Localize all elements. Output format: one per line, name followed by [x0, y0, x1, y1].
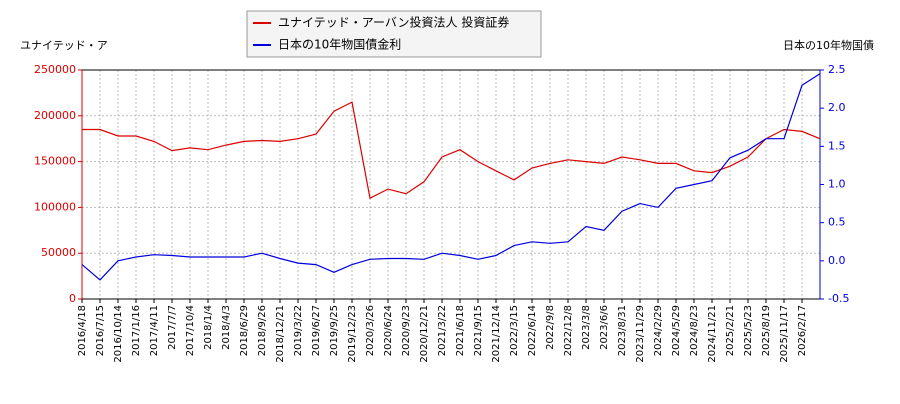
y2-tick-label: 2.5: [828, 63, 846, 76]
x-tick-label: 2018/9/26: [257, 305, 268, 356]
x-tick-label: 2019/3/22: [293, 305, 304, 356]
x-tick-label: 2019/6/27: [311, 305, 322, 356]
y2-axis-label: 日本の10年物国債: [783, 38, 874, 52]
x-tick-label: 2018/12/21: [275, 305, 286, 363]
y-tick-label: 0: [69, 292, 76, 305]
y-tick-label: 100000: [34, 200, 76, 213]
x-tick-label: 2020/12/21: [419, 305, 430, 363]
x-tick-label: 2020/6/24: [383, 305, 394, 356]
x-tick-label: 2022/12/8: [563, 305, 574, 356]
x-tick-label: 2021/9/15: [473, 305, 484, 356]
y-tick-label: 50000: [41, 246, 76, 259]
x-tick-label: 2018/6/29: [239, 305, 250, 356]
y-axis-label: ユナイテッド・ア: [20, 39, 108, 52]
x-tick-label: 2025/5/23: [743, 305, 754, 356]
x-tick-label: 2022/6/14: [527, 305, 538, 356]
y2-tick-label: 0.0: [828, 254, 846, 267]
x-tick-label: 2023/6/6: [599, 305, 610, 350]
y2-tick-label: 1.0: [828, 178, 846, 191]
y-tick-label: 150000: [34, 155, 76, 168]
y2-tick-label: 2.0: [828, 101, 846, 114]
x-tick-label: 2016/4/18: [77, 305, 88, 356]
y2-tick-label: 0.5: [828, 216, 846, 229]
legend-label: 日本の10年物国債金利: [278, 37, 401, 52]
x-tick-label: 2026/2/17: [797, 305, 808, 356]
y-tick-label: 200000: [34, 109, 76, 122]
x-tick-label: 2017/7/7: [167, 305, 178, 350]
x-tick-label: 2025/11/17: [779, 305, 790, 363]
legend: [246, 10, 542, 58]
x-tick-label: 2024/8/23: [689, 305, 700, 356]
x-tick-label: 2025/2/21: [725, 305, 736, 356]
x-tick-label: 2021/12/14: [491, 305, 502, 363]
x-tick-label: 2017/10/4: [185, 305, 196, 356]
x-tick-label: 2019/12/23: [347, 305, 358, 363]
plot-area: [82, 70, 820, 299]
x-tick-label: 2019/9/25: [329, 305, 340, 356]
x-tick-label: 2023/11/29: [635, 305, 646, 363]
x-tick-label: 2020/3/26: [365, 305, 376, 356]
legend-label: ユナイテッド・アーバン投資法人 投資証券: [278, 15, 509, 30]
data-line: [81, 73, 821, 281]
x-tick-label: 2018/4/3: [221, 305, 232, 350]
x-tick-label: 2022/9/8: [545, 305, 556, 350]
x-tick-label: 2022/3/15: [509, 305, 520, 356]
x-tick-label: 2021/6/18: [455, 305, 466, 356]
legend-box: [246, 10, 542, 58]
x-tick-label: 2021/3/22: [437, 305, 448, 356]
x-tick-label: 2024/2/29: [653, 305, 664, 356]
y2-tick-label: 1.5: [828, 139, 846, 152]
y-tick-label: 250000: [34, 63, 76, 76]
x-tick-label: 2023/3/8: [581, 305, 592, 350]
x-tick-label: 2016/7/15: [95, 305, 106, 356]
x-tick-label: 2024/11/21: [707, 305, 718, 363]
y2-tick-label: -0.5: [828, 292, 849, 305]
x-tick-label: 2017/1/16: [131, 305, 142, 356]
x-tick-label: 2017/4/11: [149, 305, 160, 356]
x-tick-label: 2024/5/29: [671, 305, 682, 356]
x-tick-label: 2020/9/23: [401, 305, 412, 356]
x-tick-label: 2023/8/31: [617, 305, 628, 356]
x-tick-label: 2025/8/19: [761, 305, 772, 356]
x-tick-label: 2016/10/14: [113, 305, 124, 363]
data-line: [82, 101, 821, 200]
x-tick-label: 2018/1/4: [203, 305, 214, 350]
